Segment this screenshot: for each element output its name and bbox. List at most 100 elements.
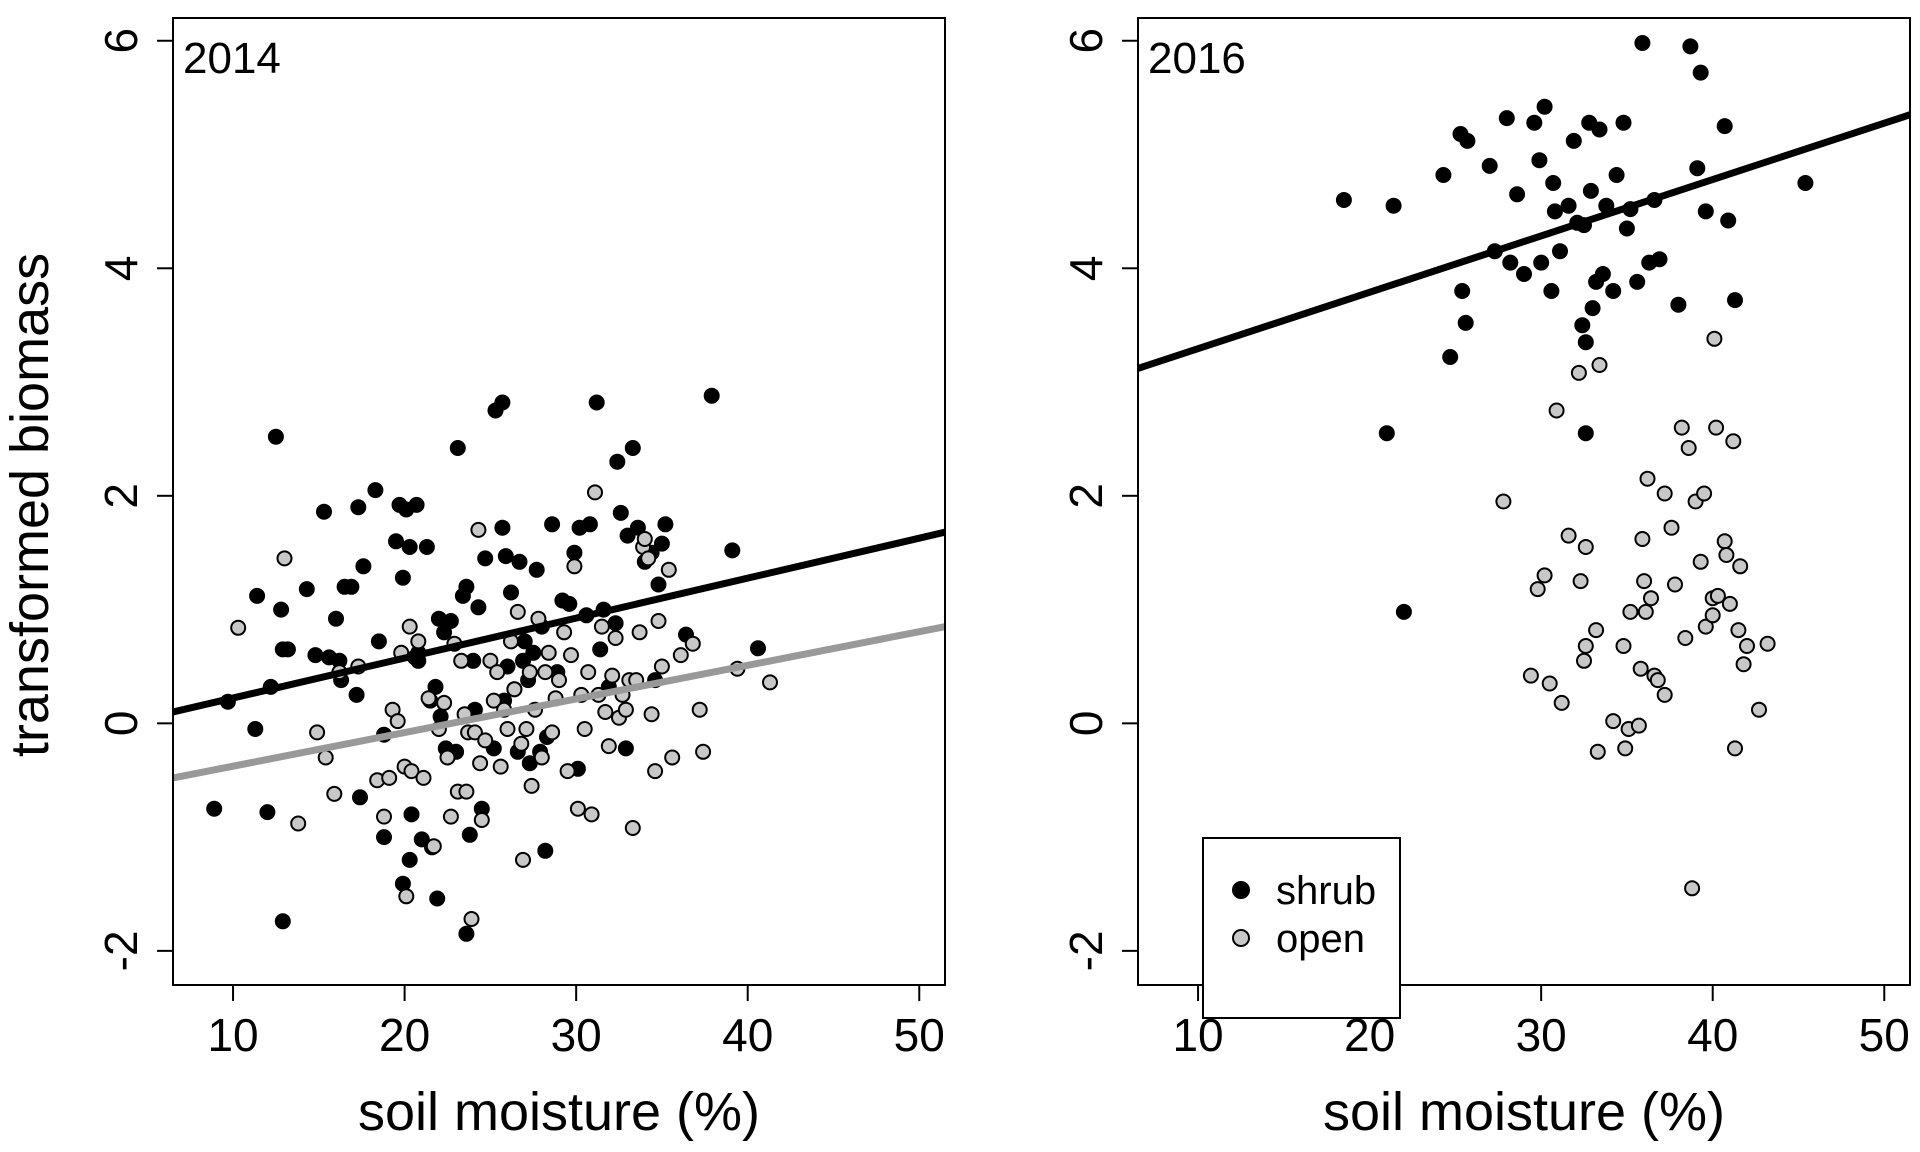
point-open (410, 633, 427, 650)
point-shrub (494, 394, 511, 411)
point-shrub (494, 519, 511, 536)
point-open (1718, 547, 1735, 563)
point-open (1560, 527, 1577, 544)
point-open (672, 647, 689, 664)
point-shrub (1605, 283, 1622, 299)
point-open (509, 603, 526, 620)
point-open (1630, 717, 1647, 734)
point-shrub (1629, 273, 1646, 290)
point-shrub (525, 644, 542, 661)
point-open (1706, 330, 1723, 347)
point-open (600, 738, 617, 755)
point-open (466, 724, 483, 741)
point-open (1656, 485, 1673, 502)
point-shrub (592, 641, 609, 658)
y-tick-label: -2 (1060, 930, 1112, 971)
point-shrub (617, 740, 634, 757)
point-open (1684, 880, 1701, 897)
point-shrub (619, 527, 636, 544)
fit-line-shrub (1138, 111, 1910, 372)
point-shrub (1502, 254, 1519, 271)
point-open (563, 647, 579, 664)
point-open (425, 838, 442, 855)
point-shrub (528, 561, 545, 578)
point-open (597, 704, 614, 720)
point-shrub (1526, 114, 1543, 131)
point-shrub (442, 613, 459, 629)
point-open (695, 743, 712, 760)
point-open (389, 713, 406, 730)
point-shrub (1335, 192, 1352, 208)
x-tick-label: 40 (1687, 1009, 1738, 1061)
point-open (1649, 672, 1666, 689)
point-open (1634, 531, 1651, 547)
point-shrub (427, 678, 444, 695)
point-open (401, 618, 418, 635)
point-open (691, 701, 708, 718)
fit-line-shrub (173, 528, 945, 716)
point-open (544, 724, 561, 741)
x-tick-label: 10 (207, 1009, 258, 1061)
point-open (1735, 656, 1752, 673)
point-open (276, 550, 293, 567)
y-tick-label: 6 (95, 28, 147, 54)
point-shrub (624, 440, 641, 456)
point-open (436, 694, 453, 711)
x-tick-label: 50 (1859, 1009, 1910, 1061)
point-open (1636, 573, 1653, 590)
point-shrub (1481, 157, 1498, 174)
point-open (415, 769, 432, 786)
point-shrub (367, 482, 384, 499)
point-shrub (1545, 175, 1562, 191)
point-open (1536, 567, 1553, 584)
point-open (1692, 553, 1709, 570)
point-open (492, 758, 509, 775)
point-open (533, 749, 550, 766)
point-open (472, 755, 489, 772)
point-shrub (703, 387, 720, 404)
point-shrub (1682, 38, 1699, 55)
point-shrub (259, 804, 276, 821)
point-shrub (1546, 203, 1563, 220)
point-open (650, 613, 667, 629)
point-open (398, 888, 415, 905)
point-shrub (413, 831, 430, 848)
legend-open-marker (1232, 929, 1250, 947)
point-shrub (1536, 98, 1553, 115)
point-open (1522, 667, 1539, 684)
point-open (1541, 675, 1558, 692)
point-shrub (497, 548, 514, 565)
point-shrub (1531, 152, 1548, 169)
point-shrub (1608, 167, 1625, 183)
point-open (506, 681, 523, 698)
point-shrub (355, 558, 372, 575)
point-shrub (1720, 212, 1737, 229)
point-open (1591, 357, 1608, 373)
point-shrub (273, 601, 290, 618)
x-axis-title: soil moisture (%) (358, 1082, 760, 1142)
point-shrub (461, 826, 478, 843)
point-shrub (408, 496, 425, 513)
point-open (660, 561, 677, 578)
point-shrub (1498, 110, 1515, 127)
point-open (631, 624, 648, 641)
point-shrub (650, 576, 667, 593)
point-shrub (537, 842, 554, 859)
point-open (1730, 622, 1747, 639)
point-shrub (1577, 425, 1594, 442)
point-shrub (458, 925, 475, 942)
point-shrub (1797, 175, 1814, 191)
point-shrub (566, 544, 583, 561)
point-shrub (429, 890, 446, 907)
point-open (1622, 603, 1639, 620)
x-axis-title: soil moisture (%) (1323, 1082, 1725, 1142)
point-open (1615, 638, 1632, 654)
legend-shrub-label: shrub (1276, 869, 1376, 913)
point-open (1663, 519, 1680, 536)
point-open (593, 618, 610, 635)
point-open (309, 724, 326, 741)
point-shrub (1716, 118, 1733, 135)
point-open (317, 749, 334, 766)
plot-frame (172, 17, 946, 986)
